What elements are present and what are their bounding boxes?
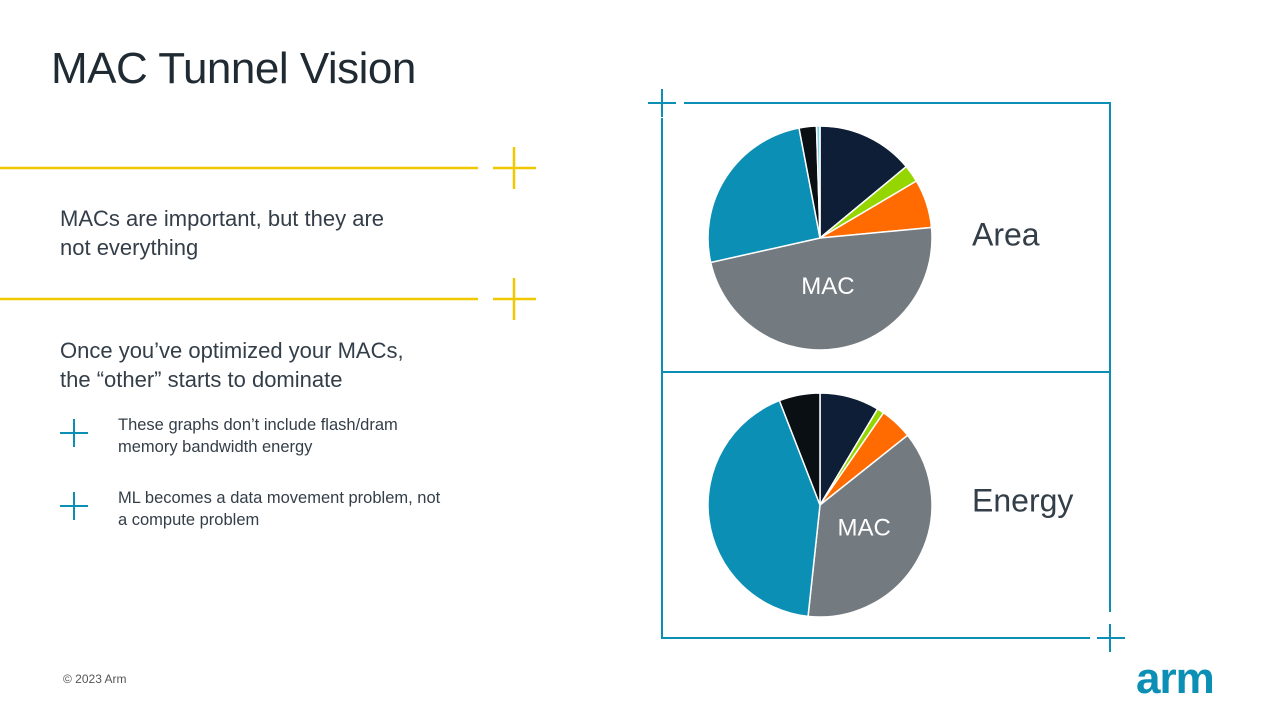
pie-title: Energy [972,482,1073,518]
pie-slice [707,399,821,618]
pie-title: Area [972,216,1040,252]
line: the “other” starts to dominate [60,367,343,392]
line: a compute problem [118,511,260,529]
pie-slice [807,434,933,618]
line: ML becomes a data movement problem, not [118,489,441,507]
line: not everything [60,235,199,260]
bullet: ML becomes a data movement problem, not … [118,487,440,531]
slide-title: MAC Tunnel Vision [51,44,416,93]
slice-label: MAC [837,515,890,542]
logo: arm [1136,654,1215,703]
bullet: These graphs don’t include flash/dram me… [118,414,398,458]
point: Once you’ve optimized your MACs, the “ot… [60,336,404,394]
line: These graphs don’t include flash/dram [118,416,398,434]
decor [0,147,536,320]
point: MACs are important, but they are not eve… [60,204,384,262]
slice-label: MAC [801,273,854,300]
footer: © 2023 Arm [63,672,127,686]
frame-line [661,118,1090,639]
line: Once you’ve optimized your MACs, [60,338,404,363]
line: MACs are important, but they are [60,206,385,231]
frame [60,89,1125,652]
line: memory bandwidth energy [118,438,313,456]
pie-slice [709,226,933,351]
pie-slice [819,125,908,240]
pie-slice [778,392,821,506]
pie-charts: MAC Area MAC Energy [707,125,1073,618]
pie-slice [815,125,821,239]
frame-line [684,102,1111,612]
pie-slice [707,127,821,264]
